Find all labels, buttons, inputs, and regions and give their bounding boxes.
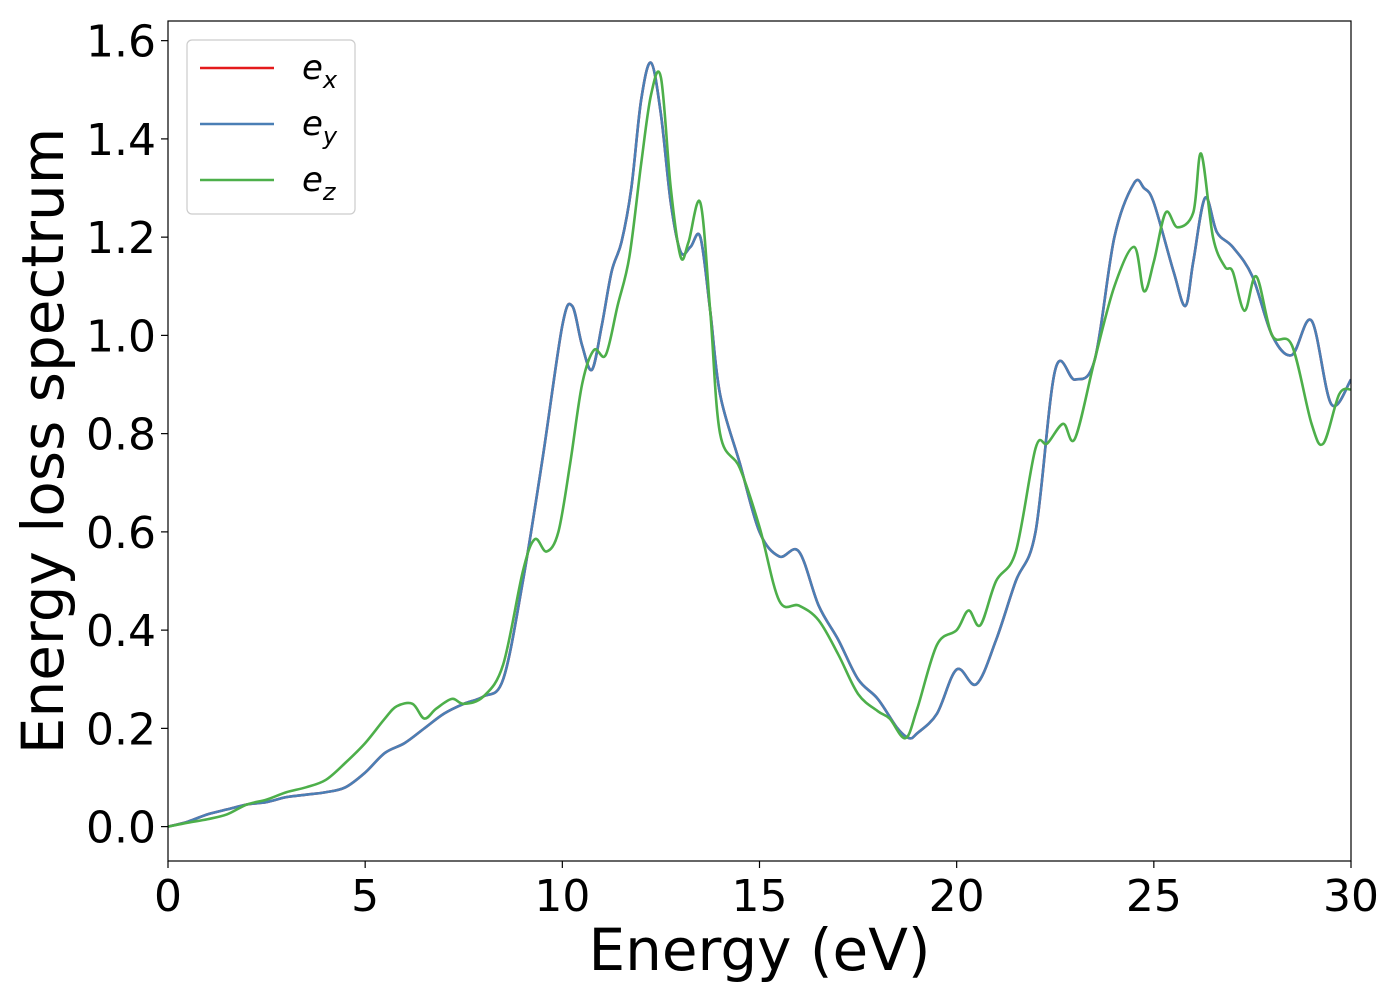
- x-tick-label: 25: [1126, 871, 1182, 922]
- y-axis-label: Energy loss spectrum: [9, 128, 77, 754]
- y-axis: 0.0 0.2 0.4 0.6 0.8 1.0 1.2 1.4 1.6: [86, 17, 168, 854]
- y-tick-label: 1.6: [86, 17, 156, 68]
- x-tick-label: 10: [534, 871, 590, 922]
- y-tick-label: 1.4: [86, 115, 156, 166]
- x-axis: 0 5 10 15 20 25 30: [154, 861, 1379, 922]
- y-tick-label: 1.0: [86, 311, 156, 362]
- series-line-ey: [168, 61, 1351, 828]
- y-tick-label: 0.8: [86, 410, 156, 461]
- x-tick-label: 15: [732, 871, 788, 922]
- legend-box: [186, 39, 356, 215]
- legend-label-ez: ez: [302, 160, 337, 206]
- y-tick-label: 0.4: [86, 606, 156, 657]
- legend-label-subscript: x: [322, 66, 338, 94]
- y-tick-label: 0.6: [86, 508, 156, 559]
- legend-label-ex: ex: [302, 48, 338, 94]
- y-tick-label: 0.2: [86, 704, 156, 755]
- y-tick-label: 0.0: [86, 803, 156, 854]
- x-tick-label: 30: [1323, 871, 1379, 922]
- series-layer: [168, 61, 1351, 828]
- legend-label-ey: ey: [302, 104, 338, 150]
- legend-label-subscript: y: [322, 122, 338, 150]
- series-line-ez: [168, 70, 1351, 828]
- legend-label-base: e: [302, 104, 323, 144]
- x-tick-label: 0: [154, 871, 182, 922]
- x-tick-label: 20: [929, 871, 985, 922]
- y-tick-label: 1.2: [86, 213, 156, 264]
- legend-label-base: e: [302, 160, 323, 200]
- x-tick-label: 5: [351, 871, 379, 922]
- legend-label-subscript: z: [322, 178, 337, 206]
- plot-background: [168, 21, 1351, 861]
- legend-label-base: e: [302, 48, 323, 88]
- x-axis-label: Energy (eV): [588, 916, 930, 984]
